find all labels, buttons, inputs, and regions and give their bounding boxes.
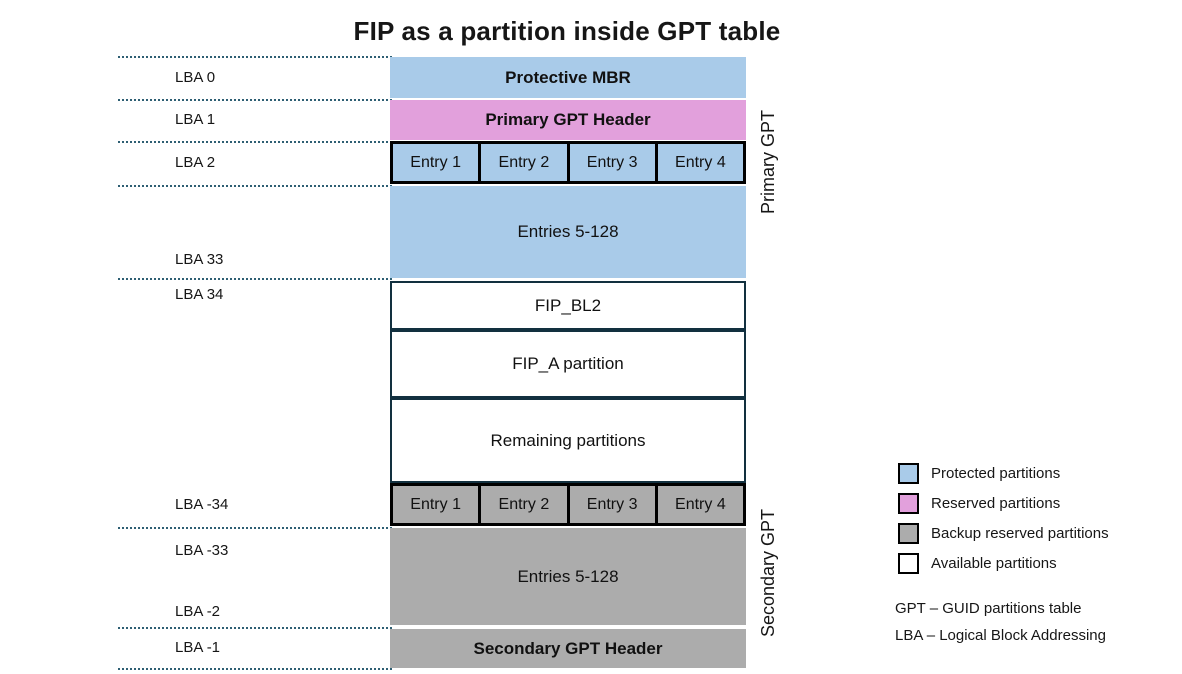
lba-label--2: LBA -2 <box>175 603 221 620</box>
dotted-line-bottom <box>118 668 392 670</box>
legend-label-reserved: Reserved partitions <box>931 495 1061 512</box>
secondary-entry-2: Entry 2 <box>478 486 566 523</box>
primary-entry-1: Entry 1 <box>410 153 461 171</box>
secondary-entry-row: Entry 1 Entry 2 Entry 3 Entry 4 <box>390 483 746 526</box>
available-swatch-icon <box>898 553 919 574</box>
dotted-line-entries-top <box>118 185 392 187</box>
lba-label-34: LBA 34 <box>175 286 224 303</box>
protected-swatch-icon <box>898 463 919 484</box>
secondary-gpt-side-label: Secondary GPT <box>758 508 778 638</box>
block-primary-entries-5-128: Entries 5-128 <box>390 186 746 278</box>
dotted-line-lba-1-top <box>118 627 392 629</box>
block-protective-mbr: Protective MBR <box>390 57 746 98</box>
block-fip-a-partition: FIP_A partition <box>390 330 746 398</box>
dotted-line-lba2-top <box>118 141 392 143</box>
secondary-entry-4: Entry 4 <box>654 486 743 523</box>
legend-item-reserved: Reserved partitions <box>898 492 1109 515</box>
lba-label--34: LBA -34 <box>175 496 229 513</box>
block-primary-gpt-header: Primary GPT Header <box>390 100 746 140</box>
footnote-gpt: GPT – GUID partitions table <box>895 600 1082 617</box>
block-remaining-partitions: Remaining partitions <box>390 398 746 483</box>
lba-label--33: LBA -33 <box>175 542 229 559</box>
primary-entry-3: Entry 3 <box>566 144 655 181</box>
legend-label-backup: Backup reserved partitions <box>931 525 1109 542</box>
lba-label-2: LBA 2 <box>175 154 216 171</box>
footnote-lba: LBA – Logical Block Addressing <box>895 627 1106 644</box>
dotted-line-lba34-top <box>118 278 392 280</box>
block-secondary-entries-5-128: Entries 5-128 <box>390 528 746 625</box>
legend-label-protected: Protected partitions <box>931 465 1061 482</box>
legend-label-available: Available partitions <box>931 555 1057 572</box>
legend-item-protected: Protected partitions <box>898 462 1109 485</box>
primary-entry-row: Entry 1 Entry 2 Entry 3 Entry 4 <box>390 141 746 184</box>
dotted-line-lba-33-top <box>118 527 392 529</box>
block-secondary-gpt-header: Secondary GPT Header <box>390 629 746 668</box>
lba-label-0: LBA 0 <box>175 69 216 86</box>
diagram-title: FIP as a partition inside GPT table <box>353 16 781 46</box>
primary-entry-4: Entry 4 <box>654 144 743 181</box>
legend: Protected partitions Reserved partitions… <box>898 462 1109 582</box>
block-fip-bl2: FIP_BL2 <box>390 281 746 330</box>
legend-item-backup: Backup reserved partitions <box>898 522 1109 545</box>
lba-label-1: LBA 1 <box>175 111 216 128</box>
backup-swatch-icon <box>898 523 919 544</box>
secondary-entry-1: Entry 1 <box>410 495 461 513</box>
dotted-line-lba1-top <box>118 99 392 101</box>
lba-label--1: LBA -1 <box>175 639 221 656</box>
lba-label-33: LBA 33 <box>175 251 224 268</box>
primary-entry-2: Entry 2 <box>478 144 566 181</box>
reserved-swatch-icon <box>898 493 919 514</box>
primary-gpt-side-label: Primary GPT <box>758 110 778 215</box>
legend-item-available: Available partitions <box>898 552 1109 575</box>
dotted-line-lba0-top <box>118 56 392 58</box>
secondary-entry-3: Entry 3 <box>566 486 655 523</box>
